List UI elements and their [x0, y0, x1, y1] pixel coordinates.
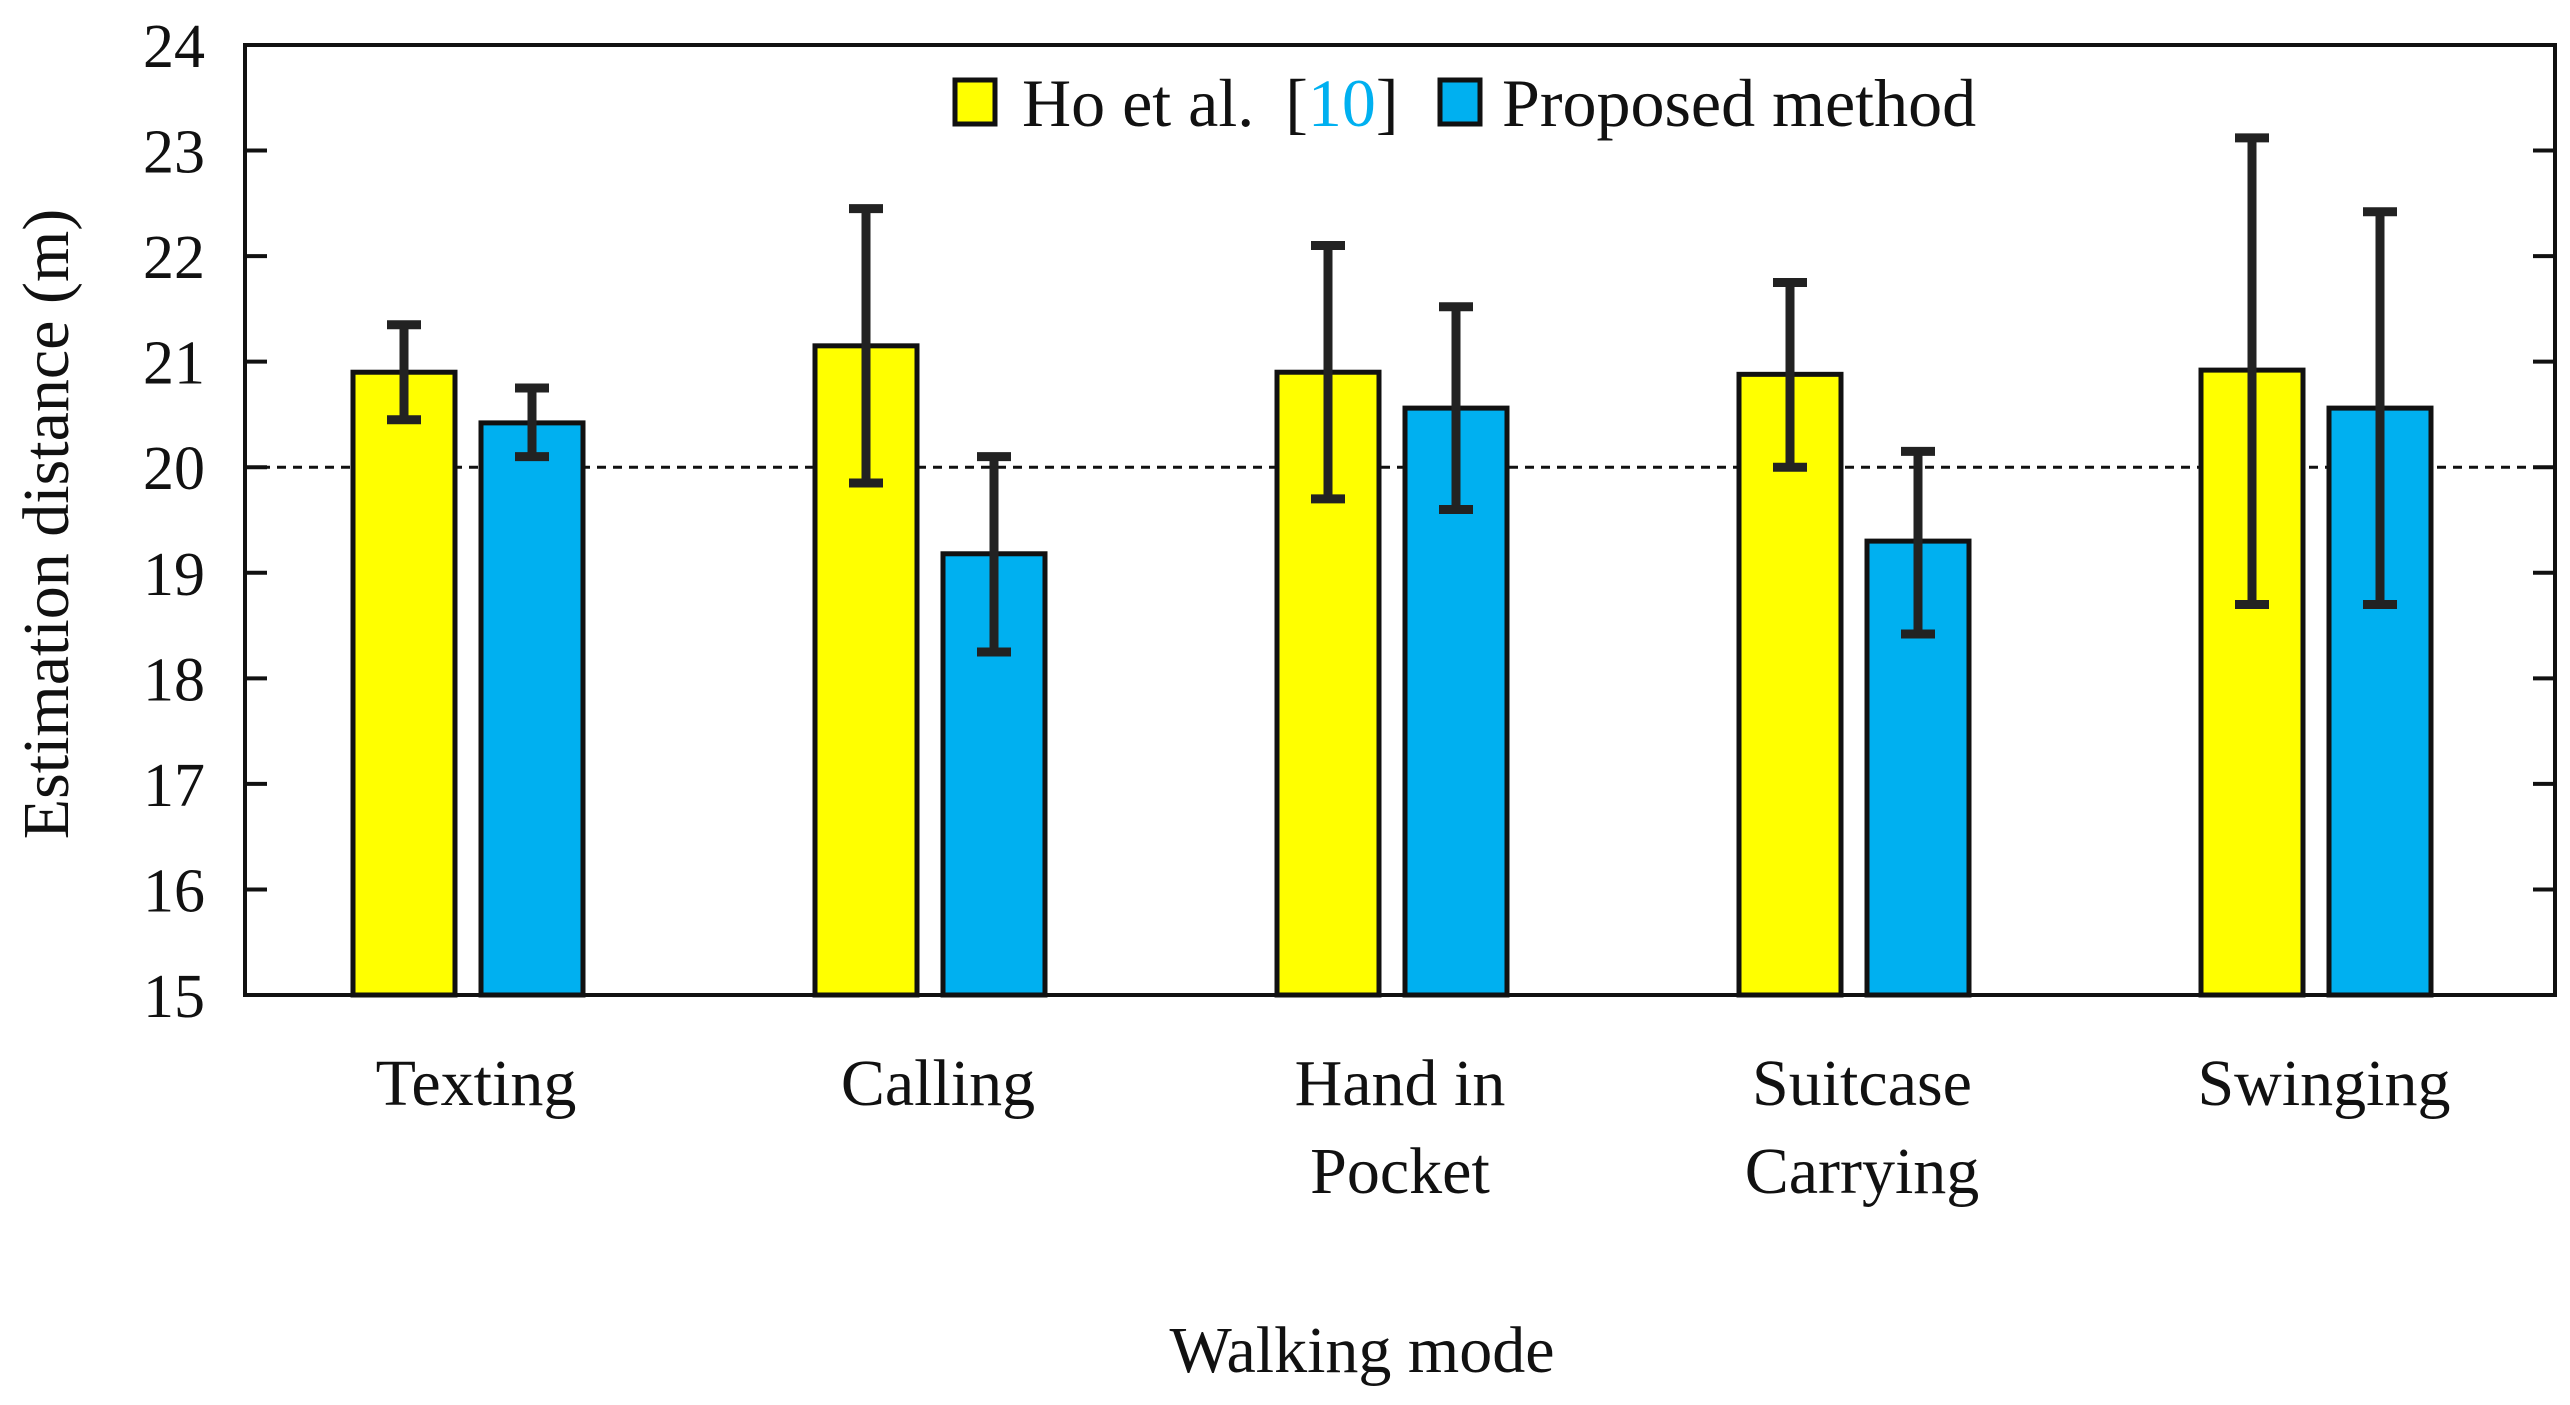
x-category-label-calling: Calling: [841, 1047, 1035, 1120]
x-category-label-line: Texting: [376, 1047, 577, 1120]
y-tick-label: 17: [143, 752, 205, 820]
error-bar-proposed-method-hand-in-pocket: [1439, 302, 1473, 514]
x-category-label-texting: Texting: [376, 1047, 577, 1120]
legend: Ho et al. [10] Proposed method: [952, 65, 1976, 141]
y-tick-label: 20: [143, 435, 205, 503]
error-bar-proposed-method-swinging: [2363, 207, 2397, 609]
error-bar-ho-et-al-texting: [387, 320, 421, 425]
error-bar-ho-et-al-swinging: [2235, 133, 2269, 609]
bar-ho-et-al-texting: [350, 369, 458, 998]
y-axis-title: Estimation distance (m): [10, 209, 83, 840]
x-category-label-line: Calling: [841, 1047, 1035, 1120]
x-category-label-line: Carrying: [1745, 1135, 1980, 1208]
x-category-label-line: Hand in: [1295, 1047, 1506, 1120]
legend-swatch-ho-et-al: [952, 77, 998, 127]
plot-area: [245, 133, 2555, 998]
y-tick-label: 16: [143, 857, 205, 925]
error-bar-proposed-method-suitcase-carrying: [1901, 446, 1935, 639]
error-bar-proposed-method-texting: [515, 383, 549, 462]
legend-label-ho-et-al: Ho et al. [10]: [1022, 65, 1399, 141]
legend-citation-ref: 10: [1308, 65, 1376, 141]
x-category-label-hand-in-pocket: Hand in Pocket: [1295, 1047, 1506, 1208]
x-axis-title: Walking mode: [1169, 1314, 1554, 1387]
error-bar-ho-et-al-suitcase-carrying: [1773, 278, 1807, 472]
x-category-label-suitcase-carrying: Suitcase Carrying: [1745, 1047, 1980, 1208]
y-tick-label: 23: [143, 119, 205, 187]
legend-swatch-proposed-method: [1437, 77, 1483, 127]
legend-label-proposed-method: Proposed method: [1502, 65, 1976, 141]
x-category-label-line: Suitcase: [1752, 1047, 1972, 1120]
y-tick-label: 24: [143, 13, 205, 81]
y-tick-label: 19: [143, 541, 205, 609]
axes: 15 16 17 18 19 20 21 22 23 24 Texting Calling Hand i…: [143, 13, 2557, 1208]
legend-series-name-ho-et-al: Ho et al.: [1022, 65, 1254, 141]
x-category-label-line: Swinging: [2197, 1047, 2450, 1120]
error-bar-ho-et-al-calling: [849, 204, 883, 488]
y-tick-label: 22: [143, 224, 205, 292]
y-tick-label: 15: [143, 963, 205, 1031]
plot-frame: [243, 43, 2557, 997]
x-category-label-swinging: Swinging: [2197, 1047, 2450, 1120]
error-bar-ho-et-al-hand-in-pocket: [1311, 241, 1345, 504]
x-category-label-line: Pocket: [1310, 1135, 1490, 1208]
y-tick-label: 21: [143, 330, 205, 398]
y-tick-label: 18: [143, 646, 205, 714]
bar-proposed-method-texting: [478, 420, 586, 998]
error-bar-proposed-method-calling: [977, 452, 1011, 657]
